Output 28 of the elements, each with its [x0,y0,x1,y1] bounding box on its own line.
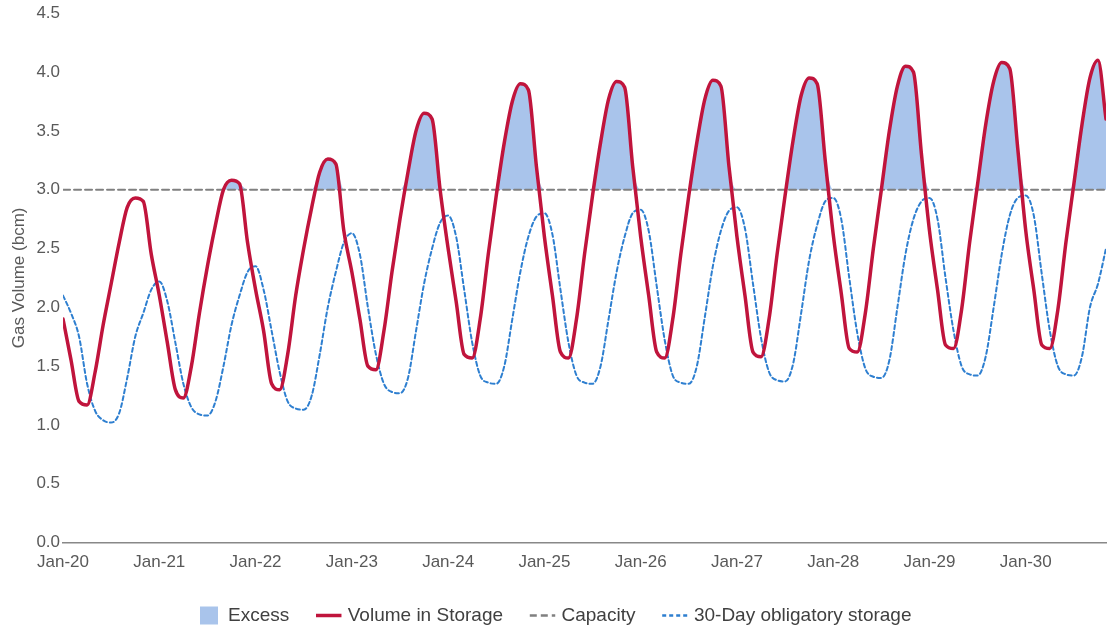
x-tick-label: Jan-28 [807,552,860,572]
x-tick-label: Jan-30 [999,552,1052,572]
line-series [63,194,1106,424]
x-tick-label: Jan-27 [710,552,763,572]
y-tick-label: 2.5 [36,238,61,258]
y-tick-label: 0.0 [36,532,61,552]
x-tick-label: Jan-24 [422,552,475,572]
y-tick-label: 4.0 [36,61,61,81]
legend-label: Capacity [561,603,636,625]
y-tick-label: 2.0 [36,297,61,316]
x-tick-label: Jan-29 [903,552,956,572]
x-tick-label: Jan-22 [229,552,282,572]
legend-label: Excess [228,603,290,625]
x-tick-label: Jan-26 [614,552,667,572]
y-tick-label: 3.5 [36,120,61,140]
y-tick-label: 4.5 [36,2,61,22]
y-axis-title: Gas Volume (bcm) [8,207,28,349]
y-tick-label: 1.5 [36,355,61,375]
x-tick-label: Jan-23 [325,552,378,572]
y-tick-label: 0.5 [36,473,61,493]
x-tick-label: Jan-20 [37,552,90,572]
x-tick-label: Jan-21 [133,552,186,572]
y-tick-label: 1.0 [36,414,61,434]
legend-label: Volume in Storage [347,603,504,625]
line-series [63,58,1106,407]
y-tick-label: 3.0 [36,179,61,199]
x-tick-label: Jan-25 [518,552,571,572]
legend-label: 30-Day obligatory storage [693,603,912,625]
